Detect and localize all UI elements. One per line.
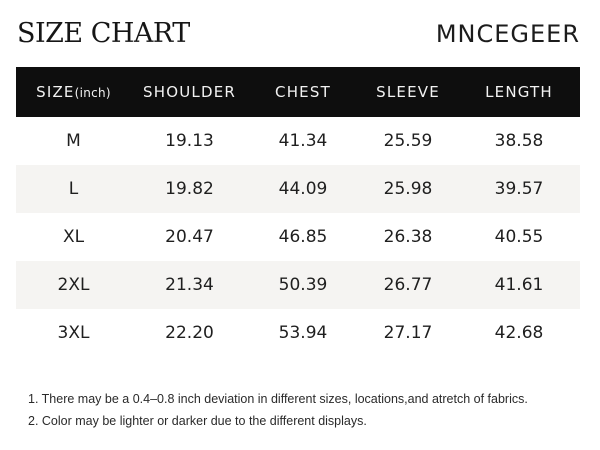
page-title: SIZE CHART xyxy=(17,18,190,49)
cell-length: 40.55 xyxy=(494,227,544,247)
cell-chest: 46.85 xyxy=(278,227,328,247)
cell-length: 41.61 xyxy=(458,261,580,309)
cell-sleeve: 25.59 xyxy=(383,131,433,151)
column-header-size: SIZE(inch) xyxy=(16,67,131,117)
column-header-sleeve: SLEEVE xyxy=(358,67,458,117)
cell-sleeve: 25.98 xyxy=(358,165,458,213)
cell-shoulder: 19.82 xyxy=(131,165,248,213)
cell-length: 39.57 xyxy=(458,165,580,213)
cell-length: 42.68 xyxy=(494,323,544,343)
table-row: L 19.82 44.09 25.98 39.57 xyxy=(16,165,580,213)
cell-shoulder: 19.13 xyxy=(165,131,214,151)
cell-sleeve: 26.77 xyxy=(358,261,458,309)
cell-size: 2XL xyxy=(16,261,131,309)
cell-sleeve: 26.38 xyxy=(383,227,433,247)
table-row: 2XL 21.34 50.39 26.77 41.61 xyxy=(16,261,580,309)
cell-chest: 53.94 xyxy=(278,323,328,343)
cell-shoulder: 22.20 xyxy=(165,323,214,343)
table-row: 3XL 22.20 53.94 27.17 42.68 xyxy=(16,309,580,357)
cell-size: 3XL xyxy=(57,323,90,343)
size-header-label: SIZE xyxy=(36,83,75,101)
cell-chest: 44.09 xyxy=(248,165,358,213)
brand-name: MNCEGEER xyxy=(435,20,580,48)
table-header-row: SIZE(inch) SHOULDER CHEST SLEEVE LENGTH xyxy=(16,67,580,117)
size-header-unit: (inch) xyxy=(74,86,111,100)
cell-shoulder: 21.34 xyxy=(131,261,248,309)
cell-size: L xyxy=(16,165,131,213)
size-chart-table: SIZE(inch) SHOULDER CHEST SLEEVE LENGTH … xyxy=(16,67,580,357)
cell-size: XL xyxy=(62,227,85,247)
cell-length: 38.58 xyxy=(494,131,544,151)
cell-chest: 50.39 xyxy=(248,261,358,309)
column-header-chest: CHEST xyxy=(248,67,358,117)
column-header-shoulder: SHOULDER xyxy=(131,67,248,117)
table-row: XL 20.47 46.85 26.38 40.55 xyxy=(16,213,580,261)
cell-size: M xyxy=(66,131,81,151)
column-header-length: LENGTH xyxy=(458,67,580,117)
cell-chest: 41.34 xyxy=(278,131,328,151)
header: SIZE CHART MNCEGEER xyxy=(17,16,580,56)
cell-shoulder: 20.47 xyxy=(165,227,214,247)
note-item: 2. Color may be lighter or darker due to… xyxy=(28,414,367,428)
notes: 1. There may be a 0.4–0.8 inch deviation… xyxy=(28,388,590,432)
cell-sleeve: 27.17 xyxy=(383,323,433,343)
table-row: M 19.13 41.34 25.59 38.58 xyxy=(16,117,580,165)
note-item: 1. There may be a 0.4–0.8 inch deviation… xyxy=(28,392,528,406)
